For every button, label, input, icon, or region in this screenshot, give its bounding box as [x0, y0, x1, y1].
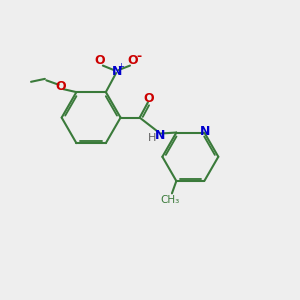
Text: -: -	[137, 50, 142, 63]
Text: O: O	[128, 54, 138, 67]
Text: O: O	[144, 92, 154, 105]
Text: N: N	[112, 65, 122, 78]
Text: +: +	[117, 62, 124, 71]
Text: O: O	[94, 54, 105, 67]
Text: CH₃: CH₃	[160, 195, 179, 205]
Text: N: N	[200, 125, 210, 138]
Text: N: N	[154, 129, 165, 142]
Text: H: H	[148, 133, 156, 143]
Text: O: O	[56, 80, 66, 93]
